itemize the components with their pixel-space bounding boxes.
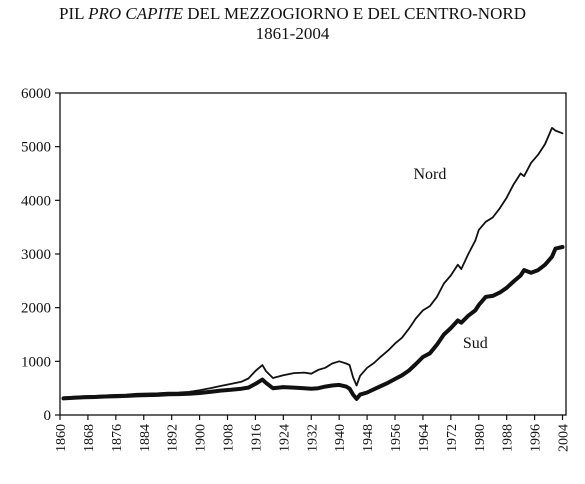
x-tick-label: 2004 — [557, 424, 572, 452]
x-tick-label: 1956 — [389, 424, 404, 452]
y-axis: 0 1000 2000 3000 4000 5000 6000 — [21, 86, 60, 424]
x-tick-label: 1964 — [417, 424, 432, 452]
x-tick-label: 1860 — [54, 424, 69, 452]
plot-frame — [59, 92, 567, 416]
series-labels: Nord Sud — [413, 166, 487, 352]
y-tick-label: 5000 — [21, 140, 51, 156]
x-tick-label: 1972 — [445, 424, 460, 452]
series-layer — [61, 127, 565, 401]
y-tick-label: 4000 — [21, 193, 51, 209]
x-tick-label: 1940 — [333, 424, 348, 452]
x-tick-label: 1924 — [277, 424, 292, 452]
y-tick-label: 3000 — [21, 247, 51, 263]
x-tick-label: 1980 — [473, 424, 488, 452]
chart-title: PIL PRO CAPITE DEL MEZZOGIORNO E DEL CEN… — [0, 4, 585, 24]
x-tick-label: 1884 — [138, 424, 153, 452]
series-label-sud: Sud — [463, 335, 488, 352]
x-tick-label: 1988 — [501, 424, 516, 452]
y-tick-label: 6000 — [21, 86, 51, 102]
series-line-sud — [61, 245, 565, 401]
x-tick-label: 1892 — [166, 424, 181, 452]
title-emphasis: PRO CAPITE — [88, 4, 184, 23]
x-tick-label: 1916 — [249, 424, 264, 452]
y-tick-label: 2000 — [21, 301, 51, 317]
x-tick-label: 1900 — [194, 424, 209, 452]
series-line-nord — [62, 127, 564, 399]
chart-subtitle: 1861-2004 — [255, 24, 330, 43]
title-suffix: DEL MEZZOGIORNO E DEL CENTRO-NORD — [183, 4, 526, 23]
y-tick-label: 1000 — [21, 354, 51, 370]
y-tick-label: 0 — [44, 408, 52, 424]
chart-title-block: PIL PRO CAPITE DEL MEZZOGIORNO E DEL CEN… — [0, 4, 585, 44]
series-label-nord: Nord — [413, 166, 446, 183]
x-tick-label: 1932 — [305, 424, 320, 452]
x-axis: 1860 1868 1876 1884 1892 1900 1908 1916 1924 1932… — [54, 415, 572, 452]
x-tick-label: 1948 — [361, 424, 376, 452]
title-prefix: PIL — [59, 4, 89, 23]
x-tick-label: 1868 — [82, 424, 97, 452]
x-tick-label: 1996 — [529, 424, 544, 452]
x-tick-label: 1908 — [222, 424, 237, 452]
x-tick-label: 1876 — [110, 424, 125, 452]
